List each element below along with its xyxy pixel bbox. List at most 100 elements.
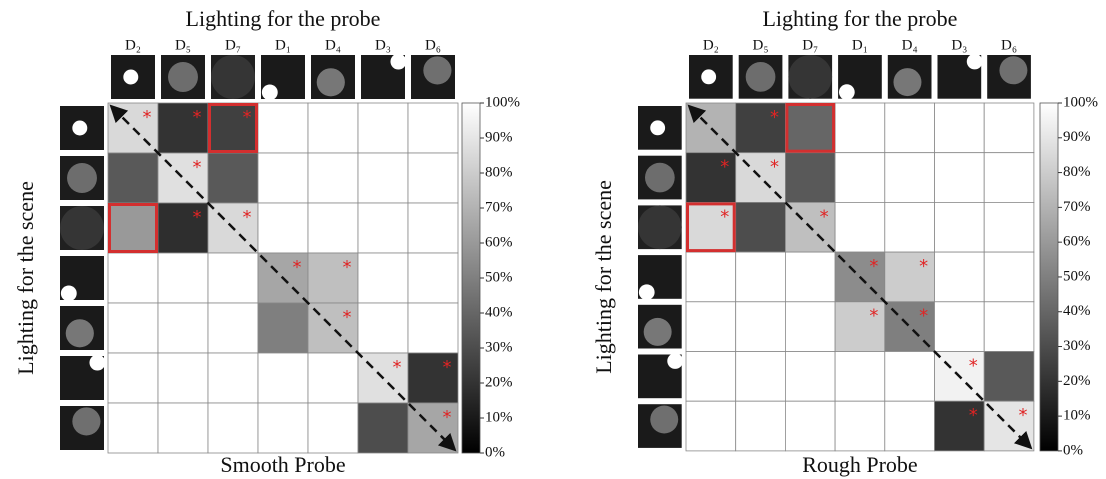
x-tick-label: D₄ xyxy=(325,37,341,53)
significance-star: * xyxy=(243,107,252,128)
heatmap-cell xyxy=(307,152,359,204)
thumbnail-light xyxy=(999,56,1028,85)
thumbnail-light xyxy=(123,69,139,85)
heatmap-cell xyxy=(884,152,935,203)
heatmap-cell xyxy=(407,202,459,254)
colorbar-tick-label: 40% xyxy=(485,304,513,320)
x-tick-label: D₁ xyxy=(852,37,868,53)
colorbar-tick-label: 50% xyxy=(485,269,513,285)
heatmap-cell xyxy=(735,201,786,253)
significance-star: * xyxy=(919,256,928,277)
significance-star: * xyxy=(193,207,202,228)
significance-star: * xyxy=(720,206,729,227)
heatmap-cell xyxy=(207,152,259,204)
thumbnail-light xyxy=(261,84,278,101)
x-tick-label: D₇ xyxy=(225,37,241,53)
heatmap-cell xyxy=(207,252,259,304)
thumbnail-light xyxy=(60,206,104,250)
thumbnail-light xyxy=(893,68,922,97)
heatmap-cell xyxy=(257,302,309,354)
significance-star: * xyxy=(1018,405,1027,426)
heatmap-cell xyxy=(785,102,836,154)
x-tick-label: D₃ xyxy=(375,37,391,53)
heatmap-cell xyxy=(157,302,209,354)
heatmap-cell xyxy=(834,201,886,253)
heatmap-cell xyxy=(257,352,309,404)
x-axis-title: Lighting for the probe xyxy=(762,6,957,31)
thumbnail-light xyxy=(211,55,255,99)
x-tick-label: D₅ xyxy=(175,37,191,53)
x-tick-label: D₃ xyxy=(951,37,967,53)
chart-title: Rough Probe xyxy=(802,452,918,477)
heatmap-cell xyxy=(407,252,459,304)
significance-star: * xyxy=(443,357,452,378)
thumbnail-light xyxy=(788,55,833,99)
thumbnail-light xyxy=(65,319,94,348)
significance-star: * xyxy=(193,107,202,128)
heatmap-cell xyxy=(257,402,309,454)
significance-star: * xyxy=(343,257,352,278)
chart-title: Smooth Probe xyxy=(220,452,345,477)
x-tick-label: D₆ xyxy=(425,37,441,53)
heatmap-cell xyxy=(934,251,985,303)
heatmap-cell xyxy=(884,400,935,452)
colorbar-tick-label: 20% xyxy=(485,374,513,390)
colorbar xyxy=(461,102,481,454)
heatmap-cell xyxy=(357,202,409,254)
heatmap-cell xyxy=(307,402,359,454)
heatmap-cell xyxy=(307,202,359,254)
significance-star: * xyxy=(143,107,152,128)
colorbar-tick-label: 30% xyxy=(485,339,513,355)
heatmap-cell xyxy=(307,102,359,154)
significance-star: * xyxy=(293,257,302,278)
heatmap-cell xyxy=(834,102,886,154)
heatmap-cell xyxy=(983,351,1035,402)
significance-star: * xyxy=(969,355,978,376)
diagonal-arrow xyxy=(109,104,457,452)
heatmap-cell xyxy=(107,302,159,354)
thumbnail-light xyxy=(72,120,88,136)
heatmap-cell xyxy=(157,252,209,304)
thumbnail-light xyxy=(89,354,106,371)
significance-star: * xyxy=(393,357,402,378)
heatmap-cell xyxy=(785,301,836,352)
thumbnail-light xyxy=(701,69,717,85)
thumbnail-light xyxy=(390,53,407,70)
heatmap-cell xyxy=(934,301,985,352)
heatmap-cell xyxy=(107,202,159,254)
colorbar-tick-label: 50% xyxy=(1063,268,1091,284)
heatmap-cell xyxy=(735,400,786,452)
colorbar-tick-label: 70% xyxy=(1063,199,1091,215)
y-axis-title: Lighting for the scene xyxy=(13,181,38,375)
significance-star: * xyxy=(193,157,202,178)
heatmap-cell xyxy=(785,400,836,452)
significance-star: * xyxy=(820,206,829,227)
heatmap-cell xyxy=(934,102,985,154)
heatmap-cell xyxy=(107,402,159,454)
heatmap-cell xyxy=(983,102,1035,154)
thumbnail-light xyxy=(643,317,672,346)
heatmap-cell xyxy=(407,302,459,354)
diagonal-arrow xyxy=(687,104,1033,450)
heatmap-cell xyxy=(357,152,409,204)
thumbnail-light xyxy=(638,205,682,250)
heatmap-cell xyxy=(785,351,836,402)
heatmap-cell xyxy=(884,351,935,402)
thumbnail-light xyxy=(838,84,855,101)
colorbar-tick-label: 30% xyxy=(1063,338,1091,354)
thumbnail-light xyxy=(644,162,675,193)
colorbar-tick-label: 90% xyxy=(1063,129,1091,145)
significance-star: * xyxy=(770,107,779,128)
heatmap-cell xyxy=(884,102,935,154)
colorbar-tick-label: 0% xyxy=(1063,442,1083,458)
heatmap-cell xyxy=(934,201,985,253)
heatmap-cell xyxy=(307,352,359,404)
thumbnail-light xyxy=(67,163,97,193)
heatmap-cell xyxy=(257,202,309,254)
significance-star: * xyxy=(869,256,878,277)
heatmap-cell xyxy=(257,102,309,154)
colorbar-tick-label: 10% xyxy=(485,409,513,425)
x-tick-label: D₅ xyxy=(753,37,769,53)
x-tick-label: D₄ xyxy=(902,37,918,53)
